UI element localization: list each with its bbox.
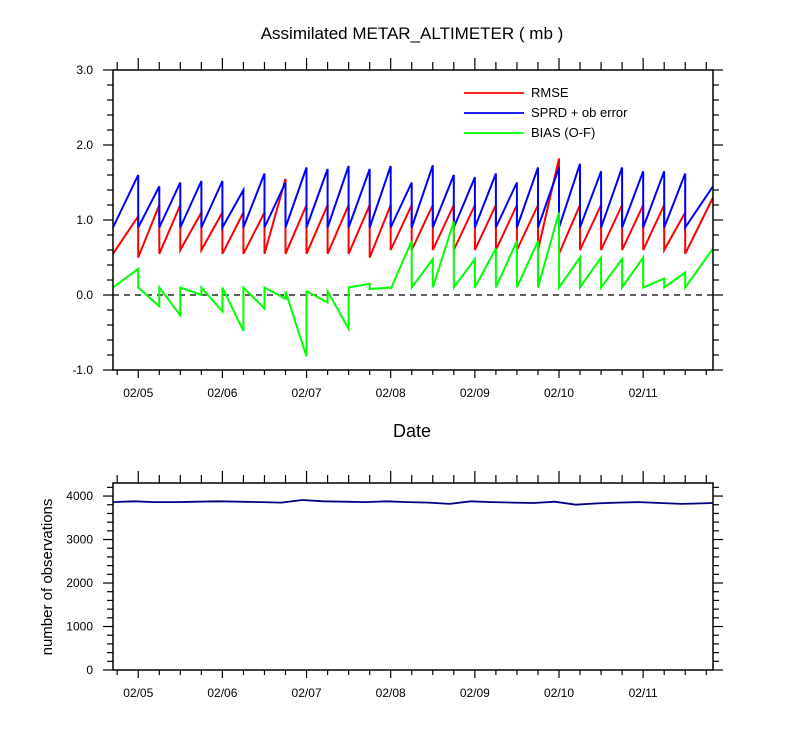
top-axis-ticks	[103, 58, 723, 378]
y-tick-label: -1.0	[72, 363, 93, 377]
x-tick-label: 02/08	[376, 686, 406, 700]
x-tick-label: 02/06	[207, 686, 237, 700]
y-tick-label: 2000	[66, 576, 93, 590]
bias-o-f-line	[112, 212, 714, 357]
y-tick-label: 1000	[66, 620, 93, 634]
legend-label: SPRD + ob error	[531, 105, 628, 120]
legend-label: RMSE	[531, 85, 569, 100]
x-tick-label: 02/06	[207, 386, 237, 400]
bottom-series-group	[112, 499, 714, 506]
x-tick-label: 02/07	[292, 686, 322, 700]
y-tick-label: 0	[86, 663, 93, 677]
top-chart: Assimilated METAR_ALTIMETER ( mb ) -1.0 0…	[72, 24, 723, 441]
x-tick-label: 02/11	[629, 386, 658, 400]
y-axis-title: number of observations	[39, 499, 56, 656]
x-tick-label: 02/05	[123, 386, 153, 400]
x-tick-label: 02/07	[292, 386, 322, 400]
y-tick-label: 1.0	[76, 213, 93, 227]
x-tick-label: 02/08	[376, 386, 406, 400]
bottom-x-tick-labels: 02/05 02/06 02/07 02/08 02/09 02/10 02/11	[123, 686, 658, 700]
top-x-tick-labels: 02/05 02/06 02/07 02/08 02/09 02/10 02/11	[123, 386, 658, 400]
legend: RMSE SPRD + ob error BIAS (O-F)	[464, 85, 628, 140]
y-tick-label: 3000	[66, 533, 93, 547]
chart-title: Assimilated METAR_ALTIMETER ( mb )	[261, 24, 564, 43]
bottom-plot-frame	[112, 482, 714, 671]
y-tick-label: 4000	[66, 489, 93, 503]
y-tick-label: 3.0	[76, 63, 93, 77]
observation-count-line	[112, 499, 714, 506]
top-y-tick-labels: -1.0 0.0 1.0 2.0 3.0	[72, 63, 93, 377]
x-tick-label: 02/09	[460, 386, 490, 400]
sprd-ob-error-line	[112, 163, 714, 232]
x-tick-label: 02/10	[544, 386, 574, 400]
top-series-group	[112, 158, 714, 357]
x-tick-label: 02/10	[544, 686, 574, 700]
x-tick-label: 02/05	[123, 686, 153, 700]
y-tick-label: 0.0	[76, 288, 93, 302]
bottom-axis-ticks	[103, 471, 723, 678]
x-tick-label: 02/11	[629, 686, 658, 700]
bottom-y-tick-labels: 0 1000 2000 3000 4000	[66, 489, 93, 677]
y-tick-label: 2.0	[76, 138, 93, 152]
top-plot-frame	[112, 69, 714, 371]
legend-label: BIAS (O-F)	[531, 125, 595, 140]
x-tick-label: 02/09	[460, 686, 490, 700]
x-axis-title: Date	[393, 421, 431, 441]
